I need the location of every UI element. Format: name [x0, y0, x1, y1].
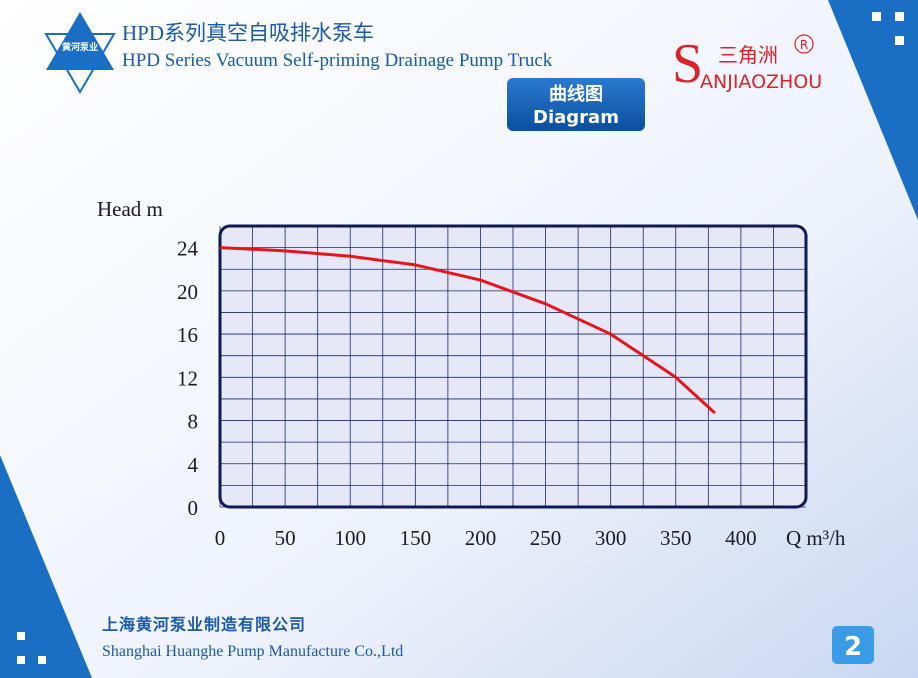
brand-mark-circle: [794, 34, 814, 54]
x-tick-label: 0: [215, 526, 226, 550]
y-tick-label: 16: [177, 323, 198, 347]
y-tick-label: 20: [177, 280, 198, 304]
brand-zh: 三角洲: [718, 43, 778, 67]
plot-border: [218, 224, 808, 509]
brand-initial: S: [672, 33, 703, 95]
title-en: HPD Series Vacuum Self-priming Drainage …: [122, 50, 553, 71]
corner-decoration: [828, 0, 918, 220]
y-tick-label: 12: [177, 366, 198, 390]
curve: [219, 246, 716, 415]
x-tick-label: 100: [334, 526, 366, 550]
corner-decoration: [0, 455, 92, 678]
brand-mark: R: [800, 38, 808, 52]
y-tick-label: 0: [188, 496, 199, 520]
company-en: Shanghai Huanghe Pump Manufacture Co.,Lt…: [102, 643, 403, 660]
button-label-en: Diagram: [533, 107, 619, 128]
company-zh: 上海黄河泵业制造有限公司: [102, 615, 306, 634]
x-tick-label: 150: [400, 526, 432, 550]
y-axis-label: Head m: [97, 197, 163, 221]
page-number: 2: [844, 632, 862, 662]
x-tick-label: 300: [595, 526, 627, 550]
x-tick-label: 400: [725, 526, 757, 550]
x-tick-label: 250: [530, 526, 562, 550]
logo-text: 黄河泵业: [62, 41, 98, 53]
brand-en: ANJIAOZHOU: [700, 71, 822, 93]
page-badge: [832, 626, 874, 664]
diagram-button[interactable]: [507, 78, 645, 131]
logo: 黄河泵业: [44, 12, 116, 94]
x-axis-label: Q m³/h: [786, 526, 846, 550]
title-zh: HPD系列真空自吸排水泵车: [122, 21, 374, 45]
chart: 0 4 8 12 16 20 24 0 50 100 150 200 250 300 350 400 Head …: [97, 197, 846, 550]
squares: [17, 12, 904, 664]
y-tick-label: 4: [188, 453, 199, 477]
x-tick-label: 350: [660, 526, 692, 550]
x-tick-label: 50: [275, 526, 296, 550]
x-tick-label: 200: [465, 526, 497, 550]
button-label-zh: 曲线图: [549, 83, 603, 105]
y-tick-label: 24: [177, 237, 199, 261]
y-tick-label: 8: [188, 410, 199, 434]
